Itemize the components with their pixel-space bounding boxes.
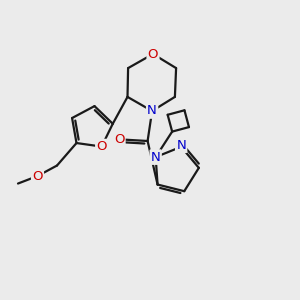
Text: O: O bbox=[114, 133, 124, 146]
Text: N: N bbox=[151, 151, 160, 164]
Text: N: N bbox=[147, 104, 157, 118]
Text: O: O bbox=[148, 47, 158, 61]
Text: N: N bbox=[176, 139, 186, 152]
Text: O: O bbox=[32, 169, 43, 182]
Text: O: O bbox=[96, 140, 107, 153]
